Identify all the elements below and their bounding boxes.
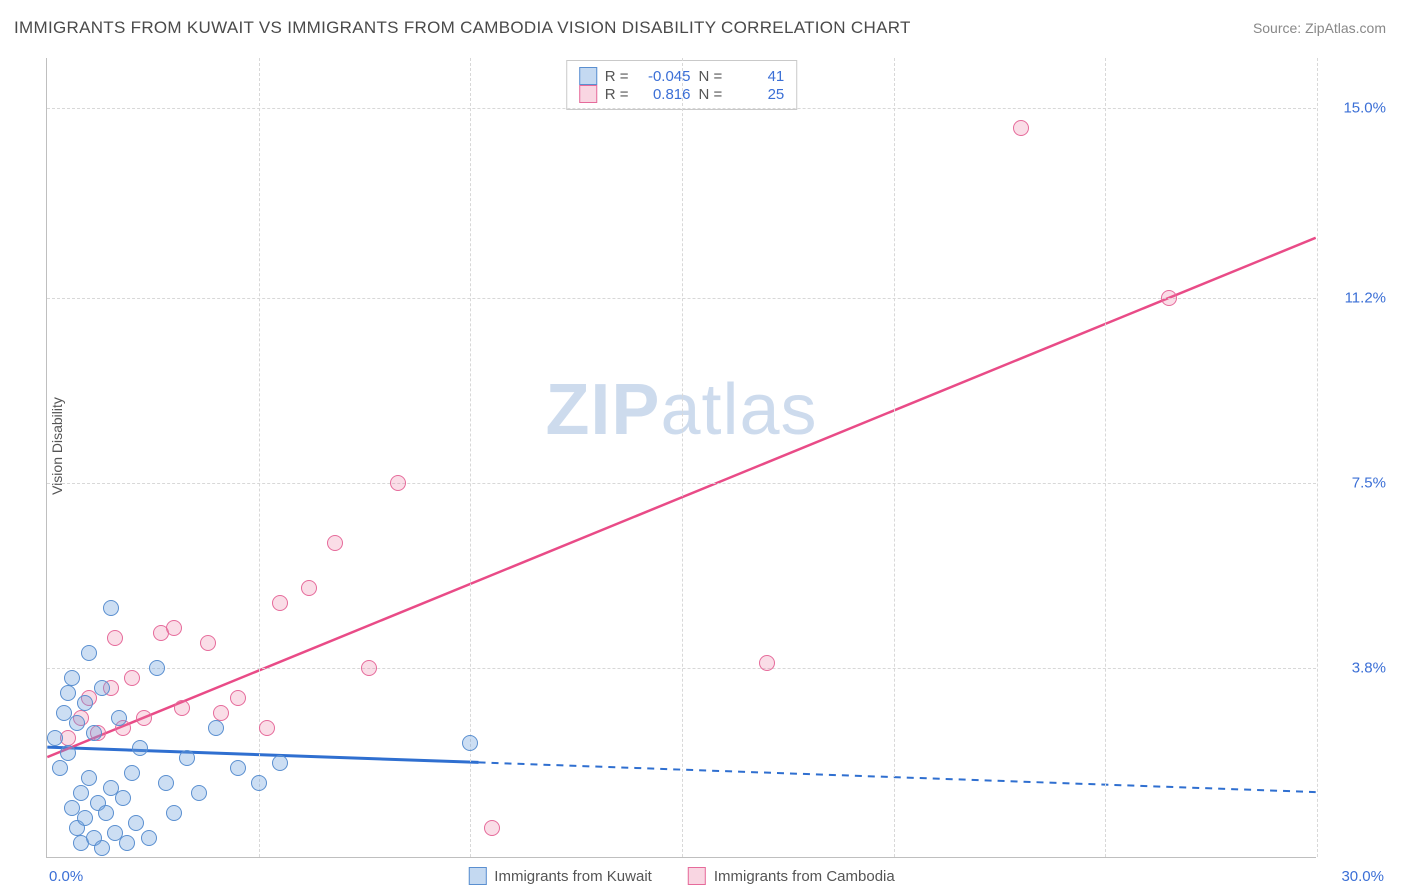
point-kuwait <box>115 790 131 806</box>
swatch-cambodia <box>579 85 597 103</box>
point-kuwait <box>179 750 195 766</box>
point-cambodia <box>124 670 140 686</box>
point-cambodia <box>136 710 152 726</box>
y-tick-label: 15.0% <box>1324 100 1386 117</box>
gridline-v <box>682 58 683 857</box>
gridline-v <box>259 58 260 857</box>
point-kuwait <box>124 765 140 781</box>
point-cambodia <box>759 655 775 671</box>
point-kuwait <box>462 735 478 751</box>
point-cambodia <box>213 705 229 721</box>
point-kuwait <box>111 710 127 726</box>
gridline-v <box>1317 58 1318 857</box>
point-kuwait <box>77 810 93 826</box>
point-kuwait <box>141 830 157 846</box>
swatch-cambodia-icon <box>688 867 706 885</box>
point-kuwait <box>94 840 110 856</box>
point-kuwait <box>77 695 93 711</box>
point-kuwait <box>98 805 114 821</box>
y-tick-label: 3.8% <box>1324 660 1386 677</box>
point-kuwait <box>191 785 207 801</box>
chart-title: IMMIGRANTS FROM KUWAIT VS IMMIGRANTS FRO… <box>14 18 911 38</box>
series-a-label: Immigrants from Kuwait <box>494 868 652 885</box>
point-cambodia <box>174 700 190 716</box>
point-kuwait <box>119 835 135 851</box>
point-kuwait <box>64 670 80 686</box>
y-tick-label: 11.2% <box>1324 290 1386 307</box>
scatter-plot: ZIPatlas R = -0.045 N = 41 R = 0.816 N =… <box>46 58 1316 858</box>
point-kuwait <box>81 770 97 786</box>
point-kuwait <box>208 720 224 736</box>
source-label: Source: ZipAtlas.com <box>1253 20 1386 36</box>
point-cambodia <box>200 635 216 651</box>
point-kuwait <box>47 730 63 746</box>
gridline-v <box>1105 58 1106 857</box>
point-kuwait <box>60 745 76 761</box>
point-kuwait <box>132 740 148 756</box>
point-kuwait <box>69 715 85 731</box>
point-kuwait <box>81 645 97 661</box>
point-kuwait <box>86 725 102 741</box>
series-b-label: Immigrants from Cambodia <box>714 868 895 885</box>
point-cambodia <box>327 535 343 551</box>
point-kuwait <box>103 600 119 616</box>
point-kuwait <box>128 815 144 831</box>
point-cambodia <box>272 595 288 611</box>
point-kuwait <box>166 805 182 821</box>
point-cambodia <box>259 720 275 736</box>
point-cambodia <box>361 660 377 676</box>
point-cambodia <box>390 475 406 491</box>
n-value-kuwait: 41 <box>730 68 784 85</box>
point-cambodia <box>1161 290 1177 306</box>
point-kuwait <box>230 760 246 776</box>
point-kuwait <box>272 755 288 771</box>
swatch-kuwait <box>579 67 597 85</box>
gridline-v <box>894 58 895 857</box>
swatch-kuwait-icon <box>468 867 486 885</box>
point-kuwait <box>60 685 76 701</box>
point-cambodia <box>484 820 500 836</box>
point-kuwait <box>158 775 174 791</box>
n-value-cambodia: 25 <box>730 86 784 103</box>
point-cambodia <box>166 620 182 636</box>
point-cambodia <box>301 580 317 596</box>
point-cambodia <box>1013 120 1029 136</box>
point-kuwait <box>52 760 68 776</box>
x-tick-label: 0.0% <box>49 868 83 885</box>
point-kuwait <box>251 775 267 791</box>
point-kuwait <box>73 785 89 801</box>
point-kuwait <box>94 680 110 696</box>
point-cambodia <box>230 690 246 706</box>
point-kuwait <box>149 660 165 676</box>
point-cambodia <box>107 630 123 646</box>
y-tick-label: 7.5% <box>1324 475 1386 492</box>
x-tick-label: 30.0% <box>1324 868 1384 885</box>
series-legend: Immigrants from Kuwait Immigrants from C… <box>468 867 894 885</box>
